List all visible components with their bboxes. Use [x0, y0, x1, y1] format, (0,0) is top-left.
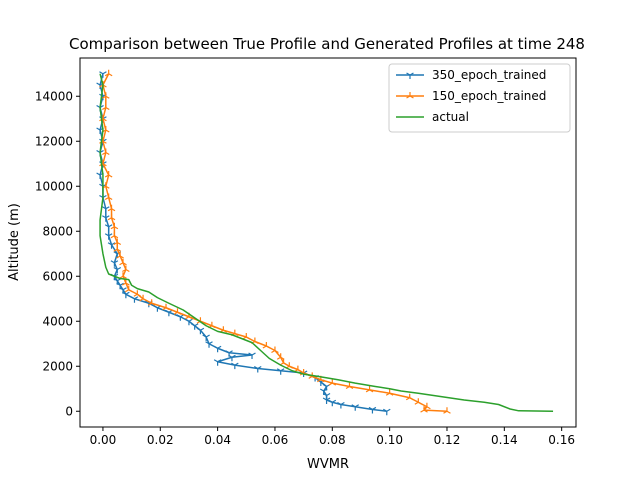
data-point — [414, 398, 423, 405]
data-point — [104, 224, 113, 231]
data-point — [139, 294, 147, 302]
data-point — [110, 222, 119, 230]
y-tick-label: 2000 — [42, 359, 73, 373]
data-point — [345, 382, 354, 390]
x-tick-label: 0.12 — [434, 433, 461, 447]
data-point — [130, 296, 139, 303]
data-point — [385, 389, 394, 396]
data-point — [99, 71, 107, 78]
data-point — [271, 346, 279, 354]
data-point — [113, 266, 122, 274]
series-150_epoch_trained — [99, 69, 451, 414]
data-point — [110, 260, 119, 267]
data-point — [107, 213, 116, 221]
data-point — [190, 323, 199, 330]
y-axis-label: Altitude (m) — [7, 203, 22, 281]
data-point — [276, 368, 285, 375]
data-point — [102, 206, 110, 213]
x-tick-label: 0.00 — [90, 433, 117, 447]
y-tick-label: 14000 — [35, 89, 73, 103]
data-point — [113, 238, 122, 246]
x-axis-ticks: 0.00 0.02 0.04 0.06 0.08 0.10 0.12 0.14 0.16 — [90, 427, 575, 447]
data-point — [162, 303, 170, 311]
data-point — [116, 252, 124, 259]
data-point — [196, 327, 205, 335]
data-point — [147, 299, 156, 306]
data-point — [102, 148, 110, 156]
data-point — [119, 258, 127, 266]
x-tick-label: 0.10 — [376, 433, 403, 447]
data-point — [173, 308, 182, 315]
x-axis-label: WVMR — [307, 457, 349, 472]
y-tick-label: 0 — [65, 404, 73, 418]
axes-frame — [79, 57, 577, 428]
data-point — [122, 265, 130, 273]
data-point — [104, 171, 113, 178]
data-point — [231, 362, 239, 370]
legend-swatch-marker — [406, 72, 414, 79]
data-point — [104, 69, 113, 77]
data-point — [351, 404, 360, 411]
series-line-actual — [99, 73, 554, 412]
data-point — [213, 359, 222, 366]
y-axis-ticks: 0 2000 4000 6000 8000 10000 12000 14000 — [35, 89, 80, 418]
x-tick-label: 0.06 — [262, 433, 289, 447]
data-point — [276, 353, 285, 360]
data-point — [133, 290, 142, 297]
data-point — [213, 345, 222, 353]
data-point — [337, 401, 345, 409]
data-point — [368, 406, 377, 414]
legend-swatch-marker — [406, 92, 414, 99]
y-tick-label: 12000 — [35, 134, 73, 148]
data-point — [110, 231, 119, 239]
data-point — [423, 402, 431, 410]
legend-box — [388, 63, 571, 133]
y-tick-label: 10000 — [35, 179, 73, 193]
data-point — [248, 352, 256, 359]
x-tick-label: 0.14 — [491, 433, 518, 447]
plot-area — [79, 57, 577, 428]
data-point — [205, 341, 213, 348]
data-point — [107, 242, 116, 249]
data-point — [124, 285, 133, 293]
data-point — [225, 350, 233, 357]
data-point — [185, 318, 193, 326]
data-point — [382, 408, 391, 416]
data-point — [328, 399, 337, 407]
x-tick-label: 0.08 — [319, 433, 346, 447]
legend-label: actual — [432, 110, 469, 124]
x-tick-label: 0.16 — [548, 433, 575, 447]
data-point — [262, 342, 271, 349]
legend-label: 350_epoch_trained — [432, 68, 546, 82]
chart-title: Comparison between True Profile and Gene… — [69, 35, 585, 53]
data-point — [102, 92, 110, 99]
data-point — [102, 103, 110, 111]
data-point — [322, 397, 331, 404]
y-tick-label: 4000 — [42, 314, 73, 328]
series-layer — [96, 69, 554, 416]
data-point — [443, 407, 451, 414]
data-point — [202, 334, 210, 341]
y-tick-label: 8000 — [42, 224, 73, 238]
series-actual — [99, 73, 554, 412]
data-point — [253, 365, 262, 373]
data-point — [107, 204, 116, 212]
data-point — [328, 379, 337, 386]
x-tick-label: 0.02 — [147, 433, 174, 447]
data-point — [113, 245, 122, 252]
y-tick-label: 6000 — [42, 269, 73, 283]
data-point — [102, 215, 110, 222]
data-point — [365, 385, 374, 393]
data-point — [405, 393, 414, 401]
legend-label: 150_epoch_trained — [432, 89, 546, 103]
data-point — [104, 193, 113, 201]
x-tick-label: 0.04 — [204, 433, 231, 447]
data-point — [104, 233, 113, 240]
